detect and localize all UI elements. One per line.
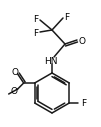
Text: HN: HN (44, 57, 58, 66)
Text: F: F (33, 14, 39, 23)
Text: F: F (64, 12, 70, 21)
Text: O: O (11, 68, 18, 77)
Text: F: F (33, 28, 39, 37)
Text: O: O (78, 36, 86, 45)
Text: F: F (81, 99, 86, 107)
Text: O: O (11, 86, 18, 96)
